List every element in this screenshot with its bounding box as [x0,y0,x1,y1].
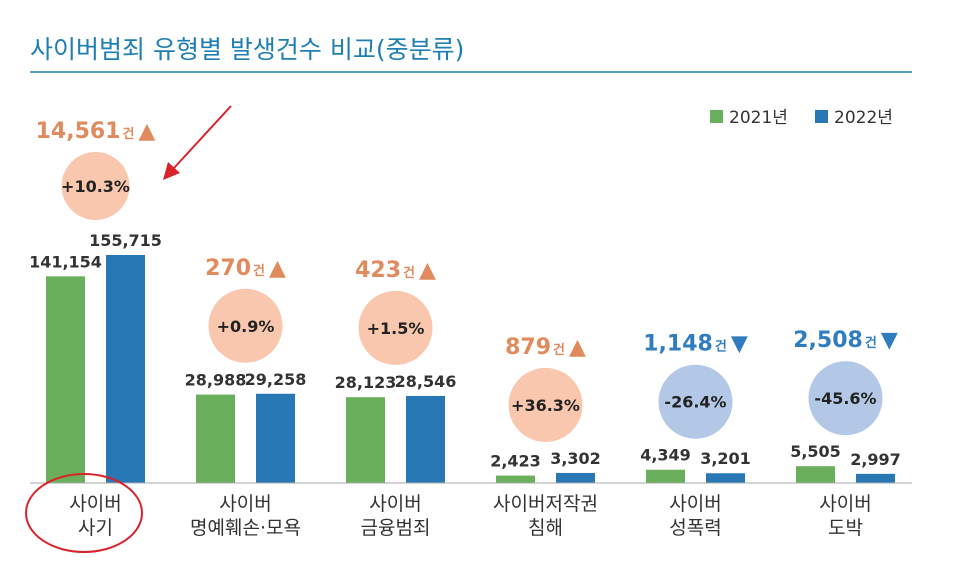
legend: 2021년 2022년 [710,108,893,128]
value-label-2021-0: 141,154 [29,252,102,271]
change-count-1: 270 건 ▲ [205,256,286,281]
bar-2022-5 [856,473,895,483]
value-label-2022-5: 2,997 [850,450,901,469]
change-percent-5: -45.6% [814,389,876,408]
bar-2021-2 [346,397,385,483]
value-label-2021-4: 4,349 [640,446,691,465]
bars-group [46,255,895,483]
category-label-5-0: 사이버 [819,493,871,515]
change-count-4: 1,148 건 ▼ [643,332,748,357]
change-percent-4: -26.4% [664,393,726,412]
change-circle-0 [61,152,130,220]
bar-2021-0 [46,276,85,483]
category-label-3-1: 침해 [528,517,563,539]
change-circle-2 [358,290,433,365]
change-count-2: 423 건 ▲ [355,258,436,283]
value-label-2022-0: 155,715 [89,231,162,250]
category-label-2-1: 금융범죄 [361,517,431,539]
change-count-0: 14,561 건 ▲ [36,119,156,144]
bar-2022-0 [106,255,145,483]
bar-2021-3 [496,475,535,483]
value-label-2021-5: 5,505 [790,442,841,461]
bar-2021-5 [796,466,835,483]
bar-2022-2 [406,395,445,483]
bar-2021-1 [196,394,235,483]
change-percent-1: +0.9% [217,317,275,336]
chart-title: 사이버범죄 유형별 발생건수 비교(중분류) [30,35,464,64]
legend-label-2021: 2021년 [729,108,788,128]
highlight-arrow-head [163,162,180,180]
value-label-2021-1: 28,988 [185,371,247,390]
change-count-5: 2,508 건 ▼ [793,328,898,353]
change-circle-3 [508,367,583,442]
change-count-3: 879 건 ▲ [505,335,586,360]
value-label-2022-2: 28,546 [395,372,457,391]
value-label-2022-1: 29,258 [245,370,307,389]
legend-swatch-2021 [710,110,723,123]
category-label-1-1: 명예훼손·모욕 [190,517,301,539]
category-label-5-1: 도박 [828,517,863,539]
change-circle-1 [208,288,283,363]
category-label-4-1: 성폭력 [669,517,721,539]
bar-2021-4 [646,469,685,483]
category-label-3-0: 사이버저작권 [493,493,598,515]
category-label-1-0: 사이버 [219,493,271,515]
category-label-0-1: 사기 [78,517,113,539]
category-label-0-0: 사이버 [69,493,121,515]
category-label-4-0: 사이버 [669,493,721,515]
value-label-2022-3: 3,302 [550,449,601,468]
bar-2022-4 [706,473,745,483]
highlight-ellipse [25,473,143,553]
change-percent-2: +1.5% [367,319,425,338]
category-label-2-0: 사이버 [369,493,421,515]
value-label-2021-2: 28,123 [335,373,397,392]
value-label-2021-3: 2,423 [490,452,541,471]
value-label-2022-4: 3,201 [700,449,751,468]
legend-label-2022: 2022년 [834,108,893,128]
highlight-arrow [173,105,232,169]
bar-2022-1 [256,393,295,483]
bar-2022-3 [556,472,595,483]
change-percent-3: +36.3% [511,396,580,415]
legend-swatch-2022 [815,110,828,123]
change-circle-5 [808,361,883,436]
change-percent-0: +10.3% [61,177,130,196]
change-circle-4 [658,364,733,439]
